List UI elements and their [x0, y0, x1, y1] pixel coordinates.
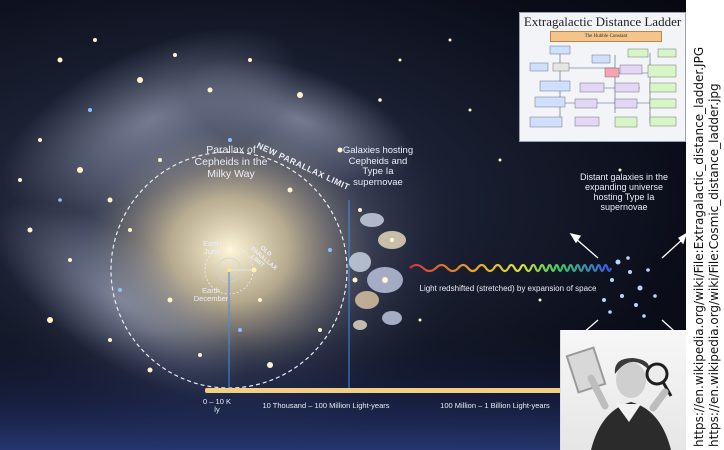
blue-stars	[58, 108, 332, 332]
distance-ladder-inset: Extragalactic Distance Ladder The Hubble…	[519, 12, 686, 142]
earth-december-label: Earth December	[193, 286, 229, 304]
credit-url-1: https://en.wikipedia.org/wiki/File:Extra…	[692, 46, 706, 447]
image-credits: https://en.wikipedia.org/wiki/File:Extra…	[686, 0, 724, 450]
redshift-wave	[409, 263, 612, 273]
scale-first-label: 0 – 10 K ly	[203, 397, 231, 415]
distant-galaxies-label: Distant galaxies in the expanding univer…	[579, 172, 669, 213]
parallax-label: Parallax of Cepheids in the Milky Way	[194, 144, 268, 180]
galaxies-cluster	[349, 213, 406, 330]
earth-june-label: Earth June	[203, 239, 221, 257]
distant-galaxies	[602, 256, 657, 318]
astronomer-photo	[560, 330, 686, 450]
cepheid-star	[251, 267, 257, 273]
credit-url-2: https://en.wikipedia.org/wiki/File:Cosmi…	[707, 83, 721, 447]
distance-timeline	[205, 388, 565, 393]
scale-middle-label: 10 Thousand – 100 Million Light-years	[262, 401, 390, 410]
cosmic-distance-illustration: Parallax of Cepheids in the Milky Way NE…	[0, 0, 686, 450]
astronomer-figure	[565, 346, 673, 450]
spiral-arm-right	[185, 57, 415, 183]
redshift-label: Light redshifted (stretched) by expansio…	[419, 284, 597, 293]
ladder-flowchart	[529, 45, 677, 128]
ladder-boxes	[529, 45, 677, 128]
star-field	[18, 38, 622, 373]
inset-subtitle: The Hubble Constant	[550, 31, 662, 42]
galaxies-hosting-label: Galaxies hosting Cepheids and Type Ia su…	[342, 145, 414, 188]
cosmic-scene-graphics	[0, 27, 686, 450]
inset-title: Extragalactic Distance Ladder	[523, 14, 682, 29]
scale-last-label: 100 Million – 1 Billion Light-years	[440, 401, 550, 410]
